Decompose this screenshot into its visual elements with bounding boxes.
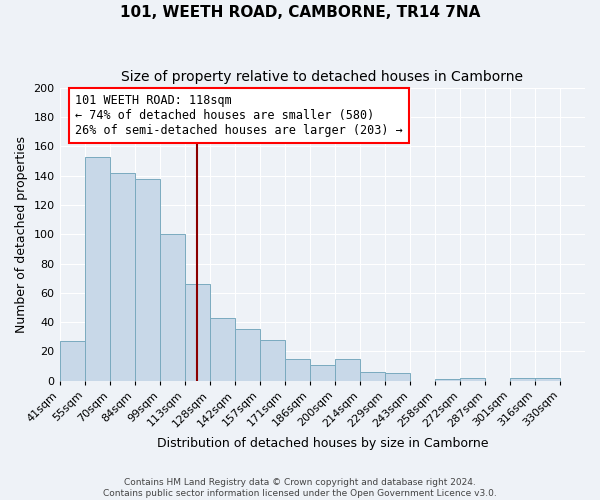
- Bar: [435, 379, 460, 380]
- Bar: [335, 358, 360, 380]
- Bar: [310, 364, 335, 380]
- Bar: [260, 340, 285, 380]
- Bar: [110, 173, 134, 380]
- X-axis label: Distribution of detached houses by size in Camborne: Distribution of detached houses by size …: [157, 437, 488, 450]
- Bar: [59, 341, 85, 380]
- Y-axis label: Number of detached properties: Number of detached properties: [15, 136, 28, 333]
- Title: Size of property relative to detached houses in Camborne: Size of property relative to detached ho…: [121, 70, 523, 84]
- Bar: [185, 284, 209, 380]
- Bar: [285, 358, 310, 380]
- Text: 101, WEETH ROAD, CAMBORNE, TR14 7NA: 101, WEETH ROAD, CAMBORNE, TR14 7NA: [120, 5, 480, 20]
- Text: Contains HM Land Registry data © Crown copyright and database right 2024.
Contai: Contains HM Land Registry data © Crown c…: [103, 478, 497, 498]
- Bar: [134, 178, 160, 380]
- Bar: [510, 378, 535, 380]
- Bar: [235, 330, 260, 380]
- Bar: [460, 378, 485, 380]
- Bar: [160, 234, 185, 380]
- Text: 101 WEETH ROAD: 118sqm
← 74% of detached houses are smaller (580)
26% of semi-de: 101 WEETH ROAD: 118sqm ← 74% of detached…: [76, 94, 403, 137]
- Bar: [385, 374, 410, 380]
- Bar: [360, 372, 385, 380]
- Bar: [535, 378, 560, 380]
- Bar: [209, 318, 235, 380]
- Bar: [85, 156, 110, 380]
